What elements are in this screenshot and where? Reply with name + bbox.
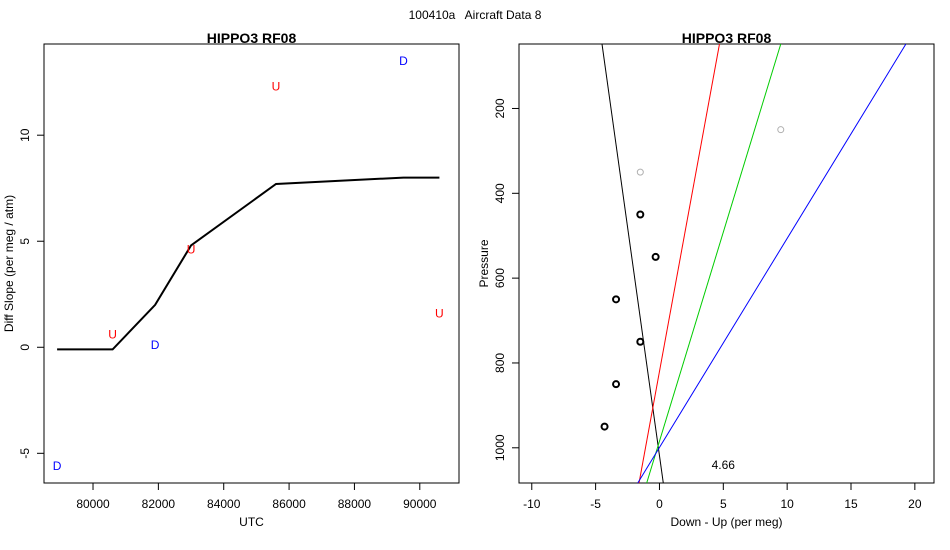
right-fit-line: [638, 43, 720, 484]
left-x-tick-label: 88000: [338, 497, 372, 511]
right-point: [612, 380, 621, 389]
right-x-tick-label: 15: [844, 497, 858, 511]
right-annotation: 4.66: [712, 458, 736, 472]
left-x-tick-label: 84000: [207, 497, 241, 511]
left-y-tick-label: 0: [18, 344, 32, 351]
left-point-labels: D U D U U D U: [53, 54, 444, 473]
right-point: [600, 422, 609, 431]
left-panel: HIPPO3 RF08 UTC Diff Slope (per meg / at…: [2, 30, 460, 529]
right-x-tick-label: 10: [780, 497, 794, 511]
right-point: [651, 252, 660, 261]
right-x-axis-label: Down - Up (per meg): [670, 515, 782, 529]
right-y-tick-label: 1000: [493, 434, 507, 461]
right-x-tick-label: -5: [590, 497, 601, 511]
right-panel: HIPPO3 RF08 Down - Up (per meg) Pressure…: [477, 30, 935, 529]
right-fit-line: [637, 43, 907, 484]
left-series-line: [57, 176, 440, 351]
right-point: [612, 295, 621, 304]
left-y-tick-label: -5: [18, 448, 32, 459]
right-panel-title: HIPPO3 RF08: [682, 30, 772, 46]
left-y-ticks: -5 0 5 10: [18, 128, 44, 459]
left-y-tick-label: 5: [18, 238, 32, 245]
right-x-tick-label: 0: [656, 497, 663, 511]
right-y-axis-label: Pressure: [477, 239, 491, 287]
left-point-label: U: [272, 79, 281, 93]
right-point: [636, 337, 645, 346]
right-x-tick-label: 5: [720, 497, 727, 511]
left-point-label: D: [399, 54, 408, 68]
left-point-label: U: [108, 328, 117, 342]
right-y-tick-label: 200: [493, 98, 507, 118]
left-x-tick-label: 80000: [76, 497, 110, 511]
left-x-tick-label: 82000: [142, 497, 176, 511]
right-y-tick-label: 800: [493, 353, 507, 373]
right-x-tick-label: -10: [523, 497, 541, 511]
left-point-label: D: [151, 338, 160, 352]
left-x-tick-label: 86000: [272, 497, 306, 511]
left-series: [57, 176, 440, 351]
left-x-ticks: 80000 82000 84000 86000 88000 90000: [76, 483, 437, 511]
right-y-ticks: 200 400 600 800 1000: [493, 98, 519, 461]
right-fit-lines: [601, 43, 907, 484]
left-y-tick-label: 10: [18, 128, 32, 142]
left-plot-frame: [43, 43, 460, 484]
right-x-tick-label: 20: [908, 497, 922, 511]
right-y-tick-label: 600: [493, 268, 507, 288]
left-y-axis-label: Diff Slope (per meg / atm): [2, 195, 16, 332]
right-points: [600, 126, 785, 431]
right-x-ticks: -10 -5 0 5 10 15 20: [523, 483, 922, 511]
right-fit-line: [601, 43, 664, 484]
figure-title: 100410a Aircraft Data 8: [409, 8, 542, 22]
right-plot-frame: [518, 43, 935, 484]
left-point-label: U: [187, 243, 196, 257]
right-gray-point: [636, 168, 644, 176]
left-point-label: U: [435, 306, 444, 320]
right-gray-point: [777, 126, 785, 134]
right-y-tick-label: 400: [493, 183, 507, 203]
right-fit-line: [646, 43, 782, 484]
left-panel-title: HIPPO3 RF08: [207, 30, 297, 46]
left-point-label: D: [53, 459, 62, 473]
right-point: [636, 210, 645, 219]
left-x-axis-label: UTC: [239, 515, 264, 529]
left-x-tick-label: 90000: [403, 497, 437, 511]
